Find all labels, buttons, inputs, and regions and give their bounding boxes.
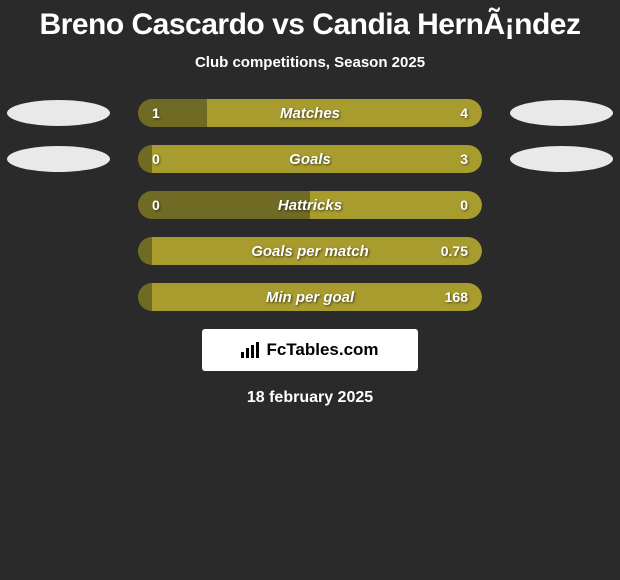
stat-bar: Goals0 3: [138, 145, 482, 173]
stat-bar: Goals per match0.75: [138, 237, 482, 265]
stat-label: Goals: [138, 145, 482, 173]
subtitle: Club competitions, Season 2025: [0, 54, 620, 71]
right-oval: [510, 100, 613, 126]
stat-bar: Matches1 4: [138, 99, 482, 127]
stat-left-value: 0: [152, 191, 160, 219]
stat-right-value: 3: [460, 145, 468, 173]
stat-label: Matches: [138, 99, 482, 127]
chart-icon: [241, 342, 261, 358]
stat-row: Goals0 3: [0, 145, 620, 173]
stat-label: Min per goal: [138, 283, 482, 311]
stat-row: Hattricks0 0: [0, 191, 620, 219]
stat-left-value: 0: [152, 145, 160, 173]
left-oval: [7, 146, 110, 172]
date-text: 18 february 2025: [0, 389, 620, 407]
stat-bar: Hattricks0 0: [138, 191, 482, 219]
stat-row: Min per goal168: [0, 283, 620, 311]
stat-right-value: 168: [445, 283, 468, 311]
stat-label: Goals per match: [138, 237, 482, 265]
page-title: Breno Cascardo vs Candia HernÃ¡ndez: [0, 8, 620, 42]
logo-box: FcTables.com: [202, 329, 418, 371]
stat-bar: Min per goal168: [138, 283, 482, 311]
stat-right-value: 0: [460, 191, 468, 219]
right-oval: [510, 146, 613, 172]
logo-text: FcTables.com: [266, 340, 378, 360]
stat-right-value: 4: [460, 99, 468, 127]
logo: FcTables.com: [241, 340, 378, 360]
stat-row: Goals per match0.75: [0, 237, 620, 265]
stat-right-value: 0.75: [441, 237, 468, 265]
left-oval: [7, 100, 110, 126]
stat-label: Hattricks: [138, 191, 482, 219]
stat-left-value: 1: [152, 99, 160, 127]
stat-rows: Matches14Goals03Hattricks00Goals per mat…: [0, 99, 620, 311]
stat-row: Matches1 4: [0, 99, 620, 127]
